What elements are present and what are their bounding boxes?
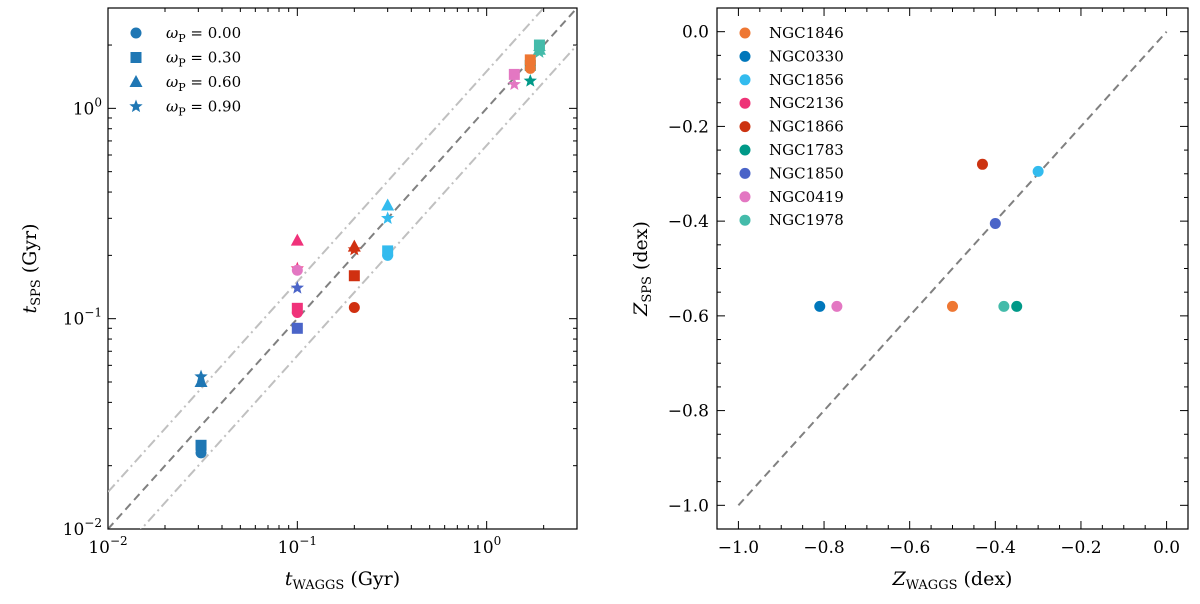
right-x-axis-label: ZWAGGS (dex) bbox=[892, 568, 1013, 593]
right-x-tick-label: −0.4 bbox=[975, 538, 1016, 558]
right-data-point-ngc1978 bbox=[998, 300, 1010, 312]
right-legend-label: NGC1846 bbox=[769, 24, 844, 42]
left-reference-lines bbox=[108, 8, 577, 529]
right-legend-label: NGC1783 bbox=[769, 141, 844, 159]
left-data-point-square bbox=[291, 322, 303, 334]
right-data-point-ngc0419 bbox=[831, 300, 843, 312]
left-y-tick-label: 10−1 bbox=[63, 306, 102, 330]
left-legend: ωP = 0.00 ωP = 0.30 ωP = 0.60 ωP = 0.90 bbox=[129, 24, 241, 119]
left-y-tick-label: 10−2 bbox=[63, 516, 102, 540]
left-data-point-square bbox=[524, 54, 536, 66]
left-data-point-star bbox=[507, 77, 521, 91]
right-legend-marker-ngc0419 bbox=[739, 191, 751, 203]
right-legend-marker-ngc1783 bbox=[739, 144, 751, 156]
left-legend-label: ωP = 0.30 bbox=[166, 49, 241, 70]
right-legend: NGC1846 NGC0330 NGC1856 NGC2136 NGC1866 NGC17… bbox=[739, 24, 844, 229]
right-legend-marker-ngc1846 bbox=[739, 27, 751, 39]
left-legend-label: ωP = 0.60 bbox=[166, 73, 241, 94]
right-legend-label: NGC1850 bbox=[769, 164, 844, 182]
right-y-tick-label: 0.0 bbox=[682, 23, 709, 43]
right-legend-label: NGC0330 bbox=[769, 47, 844, 65]
left-legend-marker-square bbox=[130, 52, 142, 63]
left-legend-marker-triangle bbox=[129, 75, 143, 87]
left-x-tick-label: 10−1 bbox=[278, 534, 317, 558]
right-y-tick-label: −0.8 bbox=[668, 402, 709, 422]
right-y-tick-label: −0.6 bbox=[668, 307, 709, 327]
left-data-point-star bbox=[194, 369, 208, 383]
right-data-point-ngc1856 bbox=[1032, 165, 1044, 177]
left-data-point-star bbox=[290, 280, 304, 294]
right-ticks: −1.0 −0.8 −0.6 −0.4 −0.2 0.0 0.0 −0.2 −0.4 −0.6 −0… bbox=[668, 7, 1189, 558]
left-data-point-star bbox=[523, 73, 537, 87]
left-legend-marker-circle bbox=[130, 27, 142, 39]
right-x-tick-label: −0.2 bbox=[1060, 538, 1101, 558]
right-data-point-ngc1850 bbox=[989, 218, 1001, 230]
right-legend-label: NGC0419 bbox=[769, 188, 844, 206]
left-data-point-square bbox=[348, 270, 360, 282]
left-data-point-triangle bbox=[290, 233, 304, 246]
left-x-tick-label: 100 bbox=[472, 534, 501, 558]
left-data-point-square bbox=[382, 245, 394, 257]
left-data-point-triangle bbox=[381, 198, 395, 211]
left-data-point-circle bbox=[291, 264, 303, 276]
left-panel-age-comparison: 10−2 10−1 100 10−2 10−1 100 ωP = 0.00 ωP = 0.3… bbox=[19, 7, 578, 593]
left-data-points bbox=[194, 39, 547, 459]
right-y-tick-label: −0.4 bbox=[668, 212, 709, 232]
right-legend-marker-ngc1866 bbox=[739, 121, 751, 133]
left-reference-line-dashdot bbox=[108, 8, 546, 493]
right-legend-label: NGC1978 bbox=[769, 211, 844, 229]
right-legend-label: NGC1856 bbox=[769, 71, 844, 89]
right-panel-metallicity-comparison: −1.0 −0.8 −0.6 −0.4 −0.2 0.0 0.0 −0.2 −0.4 −0.6 −0… bbox=[630, 7, 1189, 593]
left-data-point-circle bbox=[348, 302, 360, 314]
left-data-point-square bbox=[291, 302, 303, 314]
left-legend-marker-star bbox=[129, 99, 143, 113]
left-legend-label: ωP = 0.00 bbox=[166, 24, 241, 45]
right-y-tick-label: −0.2 bbox=[668, 117, 709, 137]
left-data-point-square bbox=[508, 68, 520, 80]
left-data-point-circle bbox=[524, 62, 536, 74]
right-legend-marker-ngc2136 bbox=[739, 97, 751, 109]
right-legend-label: NGC1866 bbox=[769, 118, 844, 136]
right-legend-label: NGC2136 bbox=[769, 94, 844, 112]
right-data-point-ngc0330 bbox=[814, 300, 826, 312]
left-legend-label: ωP = 0.90 bbox=[166, 98, 241, 119]
left-ticks: 10−2 10−1 100 10−2 10−1 100 bbox=[63, 7, 578, 558]
left-y-tick-label: 100 bbox=[73, 95, 102, 119]
left-axes-frame bbox=[107, 7, 578, 530]
right-x-tick-label: −0.8 bbox=[803, 538, 844, 558]
right-x-tick-label: −1.0 bbox=[718, 538, 759, 558]
left-reference-line-dashdot bbox=[139, 44, 577, 529]
right-legend-marker-ngc1856 bbox=[739, 74, 751, 86]
right-reference-line-dashed bbox=[737, 31, 1168, 506]
left-y-axis-label: tSPS (Gyr) bbox=[19, 223, 44, 313]
right-legend-marker-ngc1850 bbox=[739, 167, 751, 179]
left-data-point-triangle bbox=[532, 42, 546, 55]
right-legend-marker-ngc1978 bbox=[739, 214, 751, 226]
left-data-point-square bbox=[195, 439, 207, 451]
right-data-point-ngc1846 bbox=[947, 300, 958, 312]
right-reference-lines bbox=[737, 31, 1168, 506]
right-x-tick-label: 0.0 bbox=[1153, 538, 1180, 558]
right-y-axis-label: ZSPS (dex) bbox=[630, 221, 655, 317]
left-x-axis-label: tWAGGS (Gyr) bbox=[285, 568, 400, 593]
right-data-point-ngc1783 bbox=[1011, 300, 1023, 312]
left-data-point-star bbox=[381, 211, 395, 224]
right-x-tick-label: −0.6 bbox=[889, 538, 930, 558]
right-data-points bbox=[814, 158, 1044, 312]
left-data-point-triangle bbox=[194, 374, 208, 387]
right-y-tick-label: −1.0 bbox=[668, 496, 709, 516]
left-data-point-triangle bbox=[347, 239, 361, 252]
right-data-point-ngc1866 bbox=[976, 158, 988, 170]
right-legend-marker-ngc0330 bbox=[739, 50, 751, 62]
left-x-tick-label: 10−2 bbox=[88, 534, 127, 558]
